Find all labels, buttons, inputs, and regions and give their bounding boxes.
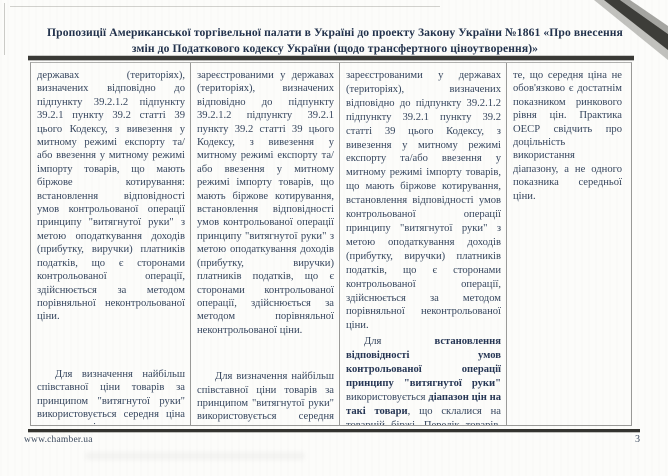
table-column-4: те, що середня ціна не обов'язково є дос… [506,63,627,425]
footer-page-number: 3 [635,434,640,445]
text-segment: , що склалися на товарній біржі. Перелік… [346,405,501,425]
bold-text-segment: діапазон цін на такі товари [346,391,502,417]
table-column-3: зареєстрованими у державах (територіях),… [339,63,506,425]
scan-edge-line-top [10,6,440,7]
text-segment: Для визначення найбільш співставної ціни… [197,371,334,425]
document-title: Пропозиції Американської торгівельної па… [47,26,623,55]
text-segment: зареєстрованими у державах (територіях),… [197,70,334,336]
text-segment: те, що середня ціна не обов'язково є дос… [513,70,622,202]
text-segment: Для [364,336,435,348]
table-column-2: зареєстрованими у державах (територіях),… [190,63,339,425]
text-segment: зареєстрованими у державах (територіях),… [346,70,501,332]
footer-divider [28,429,640,432]
scan-edge-line-left [4,3,5,55]
scan-smudge [85,452,305,460]
folded-corner-icon [594,0,668,60]
table-paragraph: зареєстрованими у державах (територіях),… [197,69,334,337]
table-paragraph: Для визначення найбільш співставної ціни… [37,368,185,425]
table-paragraph: те, що середня ціна не обов'язково є дос… [513,69,622,203]
table-paragraph: державах (територіях), визначених відпов… [37,69,185,324]
title-divider [28,56,634,60]
footer-website: www.chamber.ua [24,435,93,445]
comparison-table: державах (територіях), визначених відпов… [30,62,632,426]
table-column-1: державах (територіях), визначених відпов… [31,63,190,425]
table-paragraph: зареєстрованими у державах (територіях),… [346,69,501,333]
folded-corner-artifact [556,0,668,62]
table-paragraph: Для встановлення відповідності умов конт… [346,335,501,425]
text-segment: державах (територіях), визначених відпов… [37,70,185,323]
bold-text-segment: встановлення відповідності умов контроль… [346,336,501,389]
text-segment: використовується [346,391,429,403]
text-segment: Для визначення найбільш співставної ціни… [37,368,185,425]
table-paragraph: Для визначення найбільш співставної ціни… [197,370,334,425]
